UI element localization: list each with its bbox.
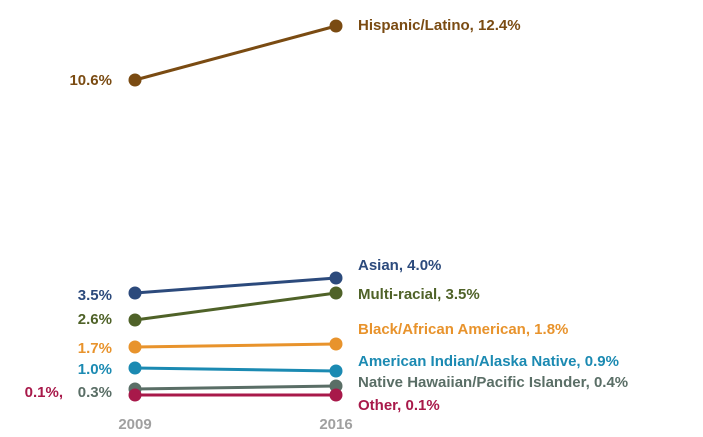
point <box>128 286 142 300</box>
x-tick-label: 2016 <box>319 416 352 433</box>
point <box>329 19 343 33</box>
point <box>329 364 343 378</box>
end-label: Black/African American, 1.8% <box>358 321 568 338</box>
point <box>329 271 343 285</box>
point <box>329 337 343 351</box>
point <box>329 379 343 393</box>
end-label: Asian, 4.0% <box>358 257 441 274</box>
start-label: 1.0% <box>78 361 112 378</box>
slope-line <box>134 384 337 391</box>
end-label: American Indian/Alaska Native, 0.9% <box>358 353 619 370</box>
slope-line <box>134 24 337 82</box>
point <box>128 73 142 87</box>
end-label: Native Hawaiian/Pacific Islander, 0.4% <box>358 374 628 391</box>
start-label: 0.1%, <box>25 384 63 401</box>
start-label: 2.6% <box>78 311 112 328</box>
slope-line <box>134 342 337 349</box>
point <box>128 361 142 375</box>
end-label: Hispanic/Latino, 12.4% <box>358 17 521 34</box>
point <box>128 313 142 327</box>
start-label: 0.3% <box>78 384 112 401</box>
slope-line <box>134 276 337 295</box>
end-label: Multi-racial, 3.5% <box>358 286 480 303</box>
end-label: Other, 0.1% <box>358 397 440 414</box>
point <box>128 388 142 402</box>
slope-line <box>134 366 337 373</box>
point <box>329 286 343 300</box>
x-tick-label: 2009 <box>118 416 151 433</box>
start-label: 3.5% <box>78 287 112 304</box>
start-label: 1.7% <box>78 340 112 357</box>
slope-line <box>134 291 337 322</box>
point <box>128 340 142 354</box>
start-label: 10.6% <box>69 72 112 89</box>
point <box>329 388 343 402</box>
